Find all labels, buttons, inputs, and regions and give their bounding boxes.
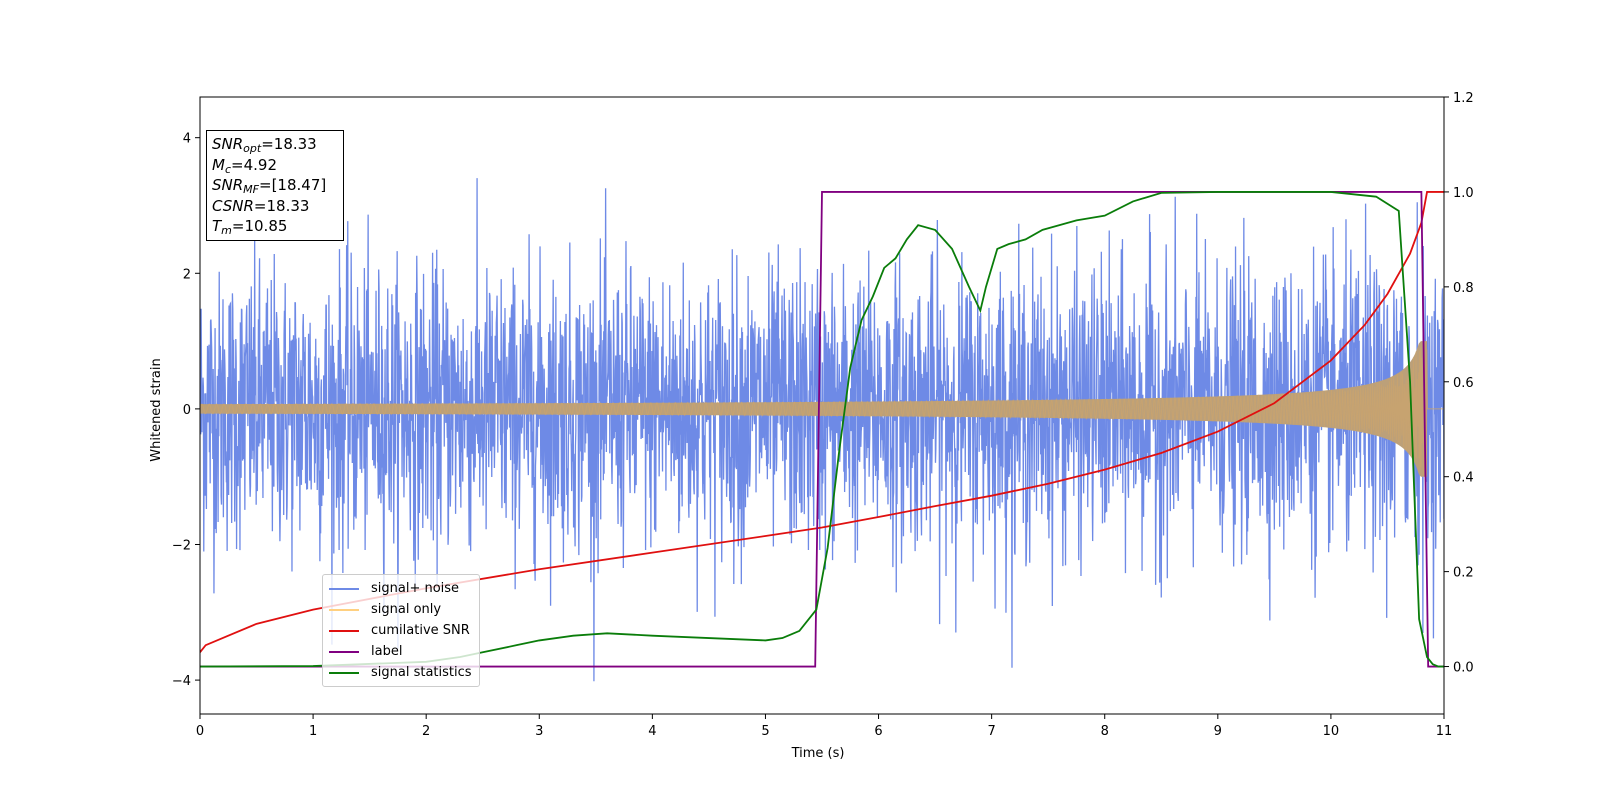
merger-time-annotation: Tm=10.85: [212, 217, 288, 237]
legend: signal+ noise signal only cumilative SNR…: [322, 574, 480, 687]
x-tick-label: 5: [761, 724, 769, 739]
legend-swatch-label: [329, 650, 359, 653]
axes: 0 1 2 3 4 5 6 7 8 9 10 11 −4 −2 0 2 4 0.0 0.2 0.4 0.6 0.8 1.0 1…: [172, 91, 1474, 739]
legend-item-signal-statistics: signal statistics: [329, 662, 473, 683]
y2-tick-label: 0.8: [1453, 281, 1474, 296]
snr-opt-annotation: SNRopt=18.33: [212, 135, 317, 155]
y-axis-label: Whitened strain: [149, 358, 164, 461]
series-label: [200, 191, 1444, 668]
series-signal-statistics: [200, 191, 1444, 668]
x-tick-label: 2: [422, 724, 430, 739]
y2-tick-label: 0.4: [1453, 471, 1474, 486]
legend-swatch-cumulative-snr: [329, 629, 359, 632]
legend-swatch-signal-statistics: [329, 671, 359, 674]
plot-frame: [199, 96, 1445, 715]
y2-tick-label: 0.2: [1453, 566, 1474, 581]
y-tick-label: 0: [183, 403, 191, 418]
legend-item-label: label: [329, 641, 473, 662]
x-tick-label: 10: [1323, 724, 1340, 739]
legend-label-label: label: [371, 644, 403, 659]
legend-swatch-signal-noise: [329, 587, 359, 590]
y-tick-label: −4: [172, 674, 191, 689]
legend-swatch-signal-only: [329, 608, 359, 611]
x-tick-label: 6: [874, 724, 882, 739]
x-tick-label: 11: [1436, 724, 1453, 739]
x-tick-label: 4: [648, 724, 656, 739]
chirp-mass-annotation: Mc=4.92: [212, 155, 277, 176]
parameter-annotation-box: SNRopt=18.33 Mc=4.92 SNRMF=[18.47] CSNR=…: [206, 130, 344, 241]
y-tick-label: 4: [183, 132, 191, 147]
y2-tick-label: 1.0: [1453, 186, 1474, 201]
x-tick-label: 3: [535, 724, 543, 739]
y2-tick-label: 0.6: [1453, 376, 1474, 391]
legend-item-cumulative-snr: cumilative SNR: [329, 620, 473, 641]
x-tick-label: 7: [987, 724, 995, 739]
series-signal-only: [200, 347, 1444, 476]
legend-label-signal-statistics: signal statistics: [371, 665, 472, 680]
legend-item-signal-only: signal only: [329, 599, 473, 620]
csnr-annotation: CSNR=18.33: [212, 196, 310, 215]
x-tick-label: 8: [1101, 724, 1109, 739]
y2-tick-label: 1.2: [1453, 91, 1474, 106]
x-tick-label: 1: [309, 724, 317, 739]
y2-tick-label: 0.0: [1453, 661, 1474, 676]
snr-mf-annotation: SNRMF=[18.47]: [212, 176, 327, 196]
y-tick-label: −2: [172, 538, 191, 553]
legend-label-signal-noise: signal+ noise: [371, 581, 460, 596]
y-tick-label: 2: [183, 267, 191, 282]
x-axis-label: Time (s): [791, 746, 845, 761]
legend-item-signal-noise: signal+ noise: [329, 578, 473, 599]
x-tick-label: 0: [196, 724, 204, 739]
x-tick-label: 9: [1214, 724, 1222, 739]
series-signal-only-envelope: [200, 341, 1428, 477]
legend-label-signal-only: signal only: [371, 602, 442, 617]
legend-label-cumulative-snr: cumilative SNR: [371, 623, 470, 638]
